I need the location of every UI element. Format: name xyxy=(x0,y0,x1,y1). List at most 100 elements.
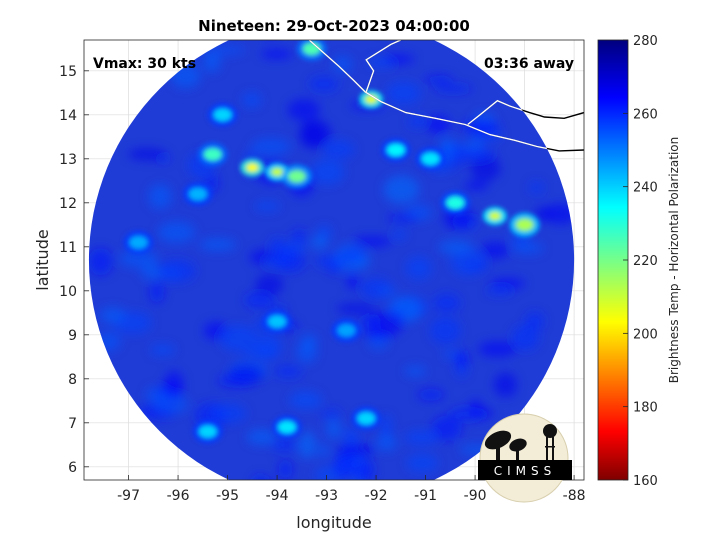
colorbar-label: Brightness Temp - Horizontal Polarizatio… xyxy=(667,137,681,384)
colorbar-tick-label: 280 xyxy=(633,34,658,49)
texture-blob xyxy=(310,235,329,250)
convective-cell xyxy=(268,315,287,328)
texture-blob xyxy=(511,324,540,351)
texture-blob xyxy=(478,341,517,358)
texture-blob xyxy=(376,287,397,296)
colorbar-tick-label: 200 xyxy=(633,327,658,342)
coastline-inside xyxy=(308,40,575,152)
convective-cell xyxy=(515,218,534,232)
y-tick-label: 14 xyxy=(59,108,77,124)
y-axis: 6 7 8 9 10 11 12 13 14 15 xyxy=(59,64,89,476)
time-away-annotation: 03:36 away xyxy=(484,56,574,72)
convective-cells xyxy=(123,40,540,444)
texture-blob xyxy=(405,256,432,280)
texture-blob xyxy=(290,487,307,505)
texture-blob xyxy=(325,418,342,439)
convective-cell xyxy=(446,196,465,210)
texture-blob xyxy=(454,350,469,367)
texture-blob xyxy=(461,119,500,135)
texture-blob xyxy=(464,180,489,191)
x-tick-label: -93 xyxy=(315,488,338,504)
texture-blob xyxy=(157,221,196,243)
colorbar-tick-label: 240 xyxy=(633,181,658,196)
texture-blob xyxy=(404,430,439,446)
texture-blob xyxy=(220,324,258,352)
colorbar-ticks: 160 180 200 220 240 260 280 xyxy=(623,34,658,489)
convective-cell xyxy=(337,324,356,337)
texture-blob xyxy=(199,238,237,251)
texture-blob xyxy=(255,273,284,295)
colorbar-tick-label: 180 xyxy=(633,401,658,416)
texture-blob xyxy=(322,139,355,159)
plot-area: -97-96-95-94-93-92-91-90-89-88 678910111… xyxy=(59,39,586,505)
texture-blob xyxy=(261,48,293,60)
texture-blob xyxy=(406,453,439,473)
x-tick-label: -90 xyxy=(464,488,487,504)
texture-blob xyxy=(274,250,306,273)
convective-cell xyxy=(246,163,259,172)
texture-blob xyxy=(449,407,489,421)
texture-blob xyxy=(430,316,461,345)
convective-cell xyxy=(357,412,376,425)
texture-blob xyxy=(375,434,397,452)
texture-blob xyxy=(320,409,342,419)
texture-blob xyxy=(299,120,325,149)
x-tick-label: -97 xyxy=(117,488,140,504)
texture-blob xyxy=(289,391,322,410)
coastline-inside xyxy=(365,40,402,93)
convective-cell xyxy=(203,148,222,161)
satellite-dish-icon xyxy=(484,430,527,462)
texture-blob xyxy=(290,229,307,243)
texture-blob xyxy=(387,213,419,223)
convective-cell xyxy=(271,167,284,177)
texture-blob xyxy=(493,372,518,398)
texture-blob xyxy=(99,307,126,324)
texture-blob xyxy=(153,394,189,414)
convective-cell xyxy=(287,170,306,183)
texture-blob xyxy=(379,414,393,442)
texture-blob xyxy=(333,55,352,73)
texture-blob xyxy=(88,248,114,276)
texture-blob xyxy=(386,81,421,105)
convective-cell xyxy=(198,425,217,438)
texture-blob xyxy=(404,366,426,377)
texture-blob xyxy=(274,365,303,378)
texture-blob xyxy=(157,259,196,283)
texture-blob xyxy=(486,286,514,296)
texture-blob xyxy=(363,330,395,339)
texture-blob xyxy=(211,46,245,55)
vmax-annotation: Vmax: 30 kts xyxy=(93,56,196,72)
texture-blob xyxy=(392,229,407,241)
convective-cell xyxy=(277,420,296,434)
texture-blob xyxy=(269,237,286,255)
y-tick-label: 15 xyxy=(59,64,77,80)
texture-blob xyxy=(352,235,392,248)
y-axis-label: latitude xyxy=(33,229,52,290)
x-axis: -97-96-95-94-93-92-91-90-89-88 xyxy=(117,475,586,504)
y-tick-label: 8 xyxy=(68,372,77,388)
texture-blob xyxy=(148,184,172,209)
texture-blob xyxy=(461,147,496,163)
texture-blob xyxy=(287,98,321,121)
y-tick-label: 9 xyxy=(68,328,77,344)
y-tick-label: 10 xyxy=(59,284,77,300)
x-tick-label: -96 xyxy=(167,488,190,504)
texture-blob xyxy=(529,181,544,194)
texture-blob xyxy=(119,249,158,268)
texture-blob xyxy=(246,429,277,445)
y-tick-label: 12 xyxy=(59,196,77,212)
texture-blob xyxy=(534,206,553,222)
convective-cell xyxy=(188,187,207,201)
texture-blob xyxy=(431,415,463,441)
texture-blob xyxy=(202,48,221,73)
texture-blob xyxy=(489,277,526,289)
texture-blob xyxy=(417,388,445,401)
texture-blob xyxy=(426,115,451,135)
texture-blob xyxy=(332,453,356,479)
texture-blob xyxy=(255,333,282,360)
texture-blob xyxy=(369,310,405,335)
texture-blob xyxy=(309,76,339,92)
y-tick-label: 13 xyxy=(59,152,77,168)
x-axis-label: longitude xyxy=(296,513,371,532)
